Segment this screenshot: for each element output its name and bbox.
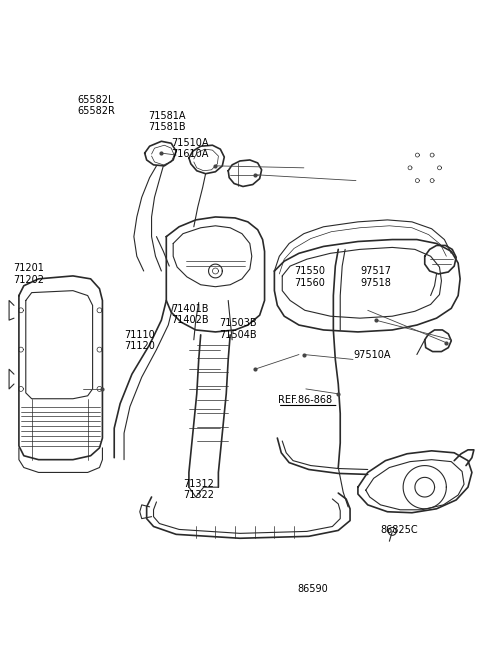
Text: 97510A: 97510A bbox=[353, 350, 391, 360]
Text: REF.86-868: REF.86-868 bbox=[278, 394, 332, 405]
Text: 71510A
71610A: 71510A 71610A bbox=[172, 138, 209, 159]
Text: 86590: 86590 bbox=[298, 584, 328, 595]
Text: 71503B
71504B: 71503B 71504B bbox=[219, 318, 256, 339]
Text: 71201
71202: 71201 71202 bbox=[13, 263, 45, 285]
Text: 71110
71120: 71110 71120 bbox=[124, 329, 156, 351]
Text: 71550
71560: 71550 71560 bbox=[294, 267, 325, 288]
Text: 71581A
71581B: 71581A 71581B bbox=[148, 111, 186, 132]
Text: 65582L
65582R: 65582L 65582R bbox=[77, 95, 115, 116]
Text: 71401B
71402B: 71401B 71402B bbox=[172, 304, 209, 326]
Text: 97517
97518: 97517 97518 bbox=[360, 267, 391, 288]
Text: 71312
71322: 71312 71322 bbox=[183, 479, 215, 500]
Text: 86825C: 86825C bbox=[381, 525, 418, 535]
